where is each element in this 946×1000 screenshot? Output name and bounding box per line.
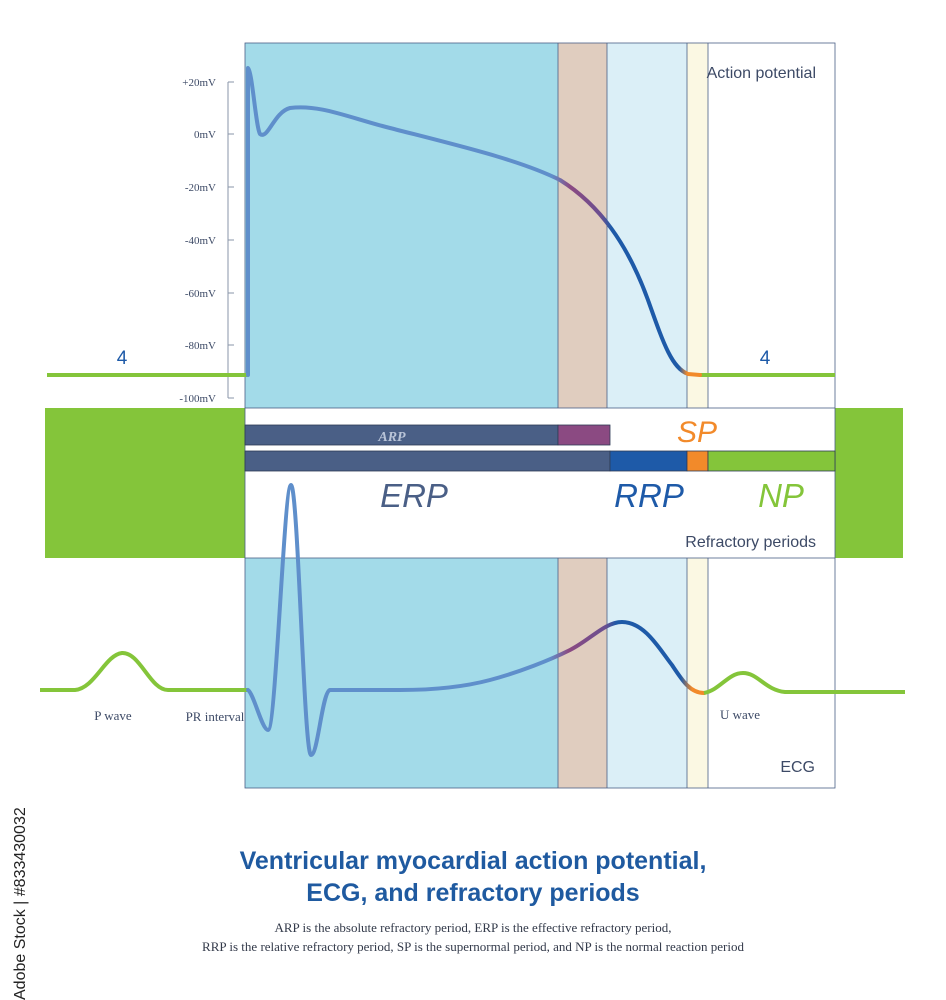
refractory-band-right	[835, 408, 903, 558]
erp-label: ERP	[380, 477, 448, 514]
phase-4-label-left: 4	[117, 348, 128, 369]
panel-label-action-potential: Action potential	[707, 65, 816, 82]
voltage-axis	[227, 81, 234, 399]
figure-title-line-2: ECG, and refractory periods	[306, 879, 640, 907]
figure-title-line-1: Ventricular myocardial action potential,	[239, 847, 707, 875]
ecg-trace-right	[703, 671, 905, 695]
y-tick-label: -20mV	[185, 182, 216, 194]
y-tick-label: -60mV	[185, 288, 216, 300]
y-tick-label: -80mV	[185, 340, 216, 352]
refractory-band-left	[45, 408, 245, 558]
arp-transition-bar	[557, 424, 611, 446]
arp-label: ARP	[377, 430, 406, 445]
action-potential-trace	[246, 66, 702, 377]
ecg-trace-qrs-t	[246, 483, 706, 757]
pr-interval-label: PR interval	[186, 709, 245, 724]
panel-label-ecg: ECG	[780, 759, 815, 776]
np-label: NP	[758, 477, 804, 514]
erp-bar	[244, 450, 611, 472]
p-wave-label: P wave	[94, 708, 132, 723]
u-wave-label: U wave	[720, 707, 760, 722]
y-tick-label: 0mV	[194, 129, 216, 141]
sp-bar	[686, 450, 709, 472]
ecg-trace-left	[40, 650, 248, 692]
figure-caption-line-2: RRP is the relative refractory period, S…	[202, 939, 744, 954]
rrp-bar	[609, 450, 688, 472]
rrp-label: RRP	[614, 477, 684, 514]
np-bar	[707, 450, 836, 472]
stock-id-text: Adobe Stock | #833430032	[12, 807, 29, 1000]
panel-label-refractory: Refractory periods	[685, 534, 816, 551]
y-tick-label: -40mV	[185, 235, 216, 247]
y-tick-label: -100mV	[179, 393, 216, 405]
figure-caption-line-1: ARP is the absolute refractory period, E…	[274, 920, 672, 935]
sp-label: SP	[677, 416, 717, 449]
phase-4-label-right: 4	[760, 348, 771, 369]
y-tick-label: +20mV	[182, 77, 216, 89]
